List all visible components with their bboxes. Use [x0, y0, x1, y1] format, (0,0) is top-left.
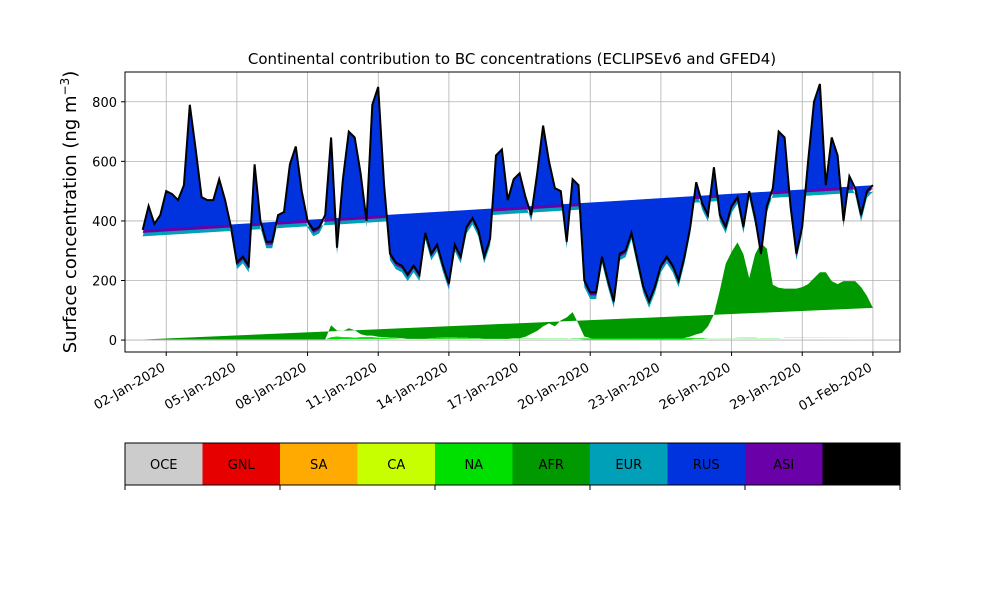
x-tick-label: 05-Jan-2020 [162, 360, 239, 413]
area-afr [142, 242, 873, 340]
stacked-areas [141, 83, 874, 340]
y-tick-label: 600 [92, 155, 117, 170]
y-tick-label: 800 [92, 96, 117, 111]
legend-swatch-oce [125, 443, 203, 485]
legend: OCE GNL SA CA NA AFR EUR RUS ASI AUS [124, 442, 901, 490]
x-tick-label: 11-Jan-2020 [304, 360, 381, 413]
x-tick-label: 01-Feb-2020 [796, 360, 875, 414]
x-axis-ticks: 02-Jan-202005-Jan-202008-Jan-202011-Jan-… [92, 352, 875, 414]
y-tick-label: 0 [109, 334, 117, 349]
legend-label-gnl: GNL [228, 458, 256, 473]
x-tick-label: 23-Jan-2020 [586, 360, 663, 413]
x-tick-label: 02-Jan-2020 [92, 360, 169, 413]
legend-label-na: NA [464, 458, 483, 473]
legend-label-asi: ASI [773, 458, 794, 473]
legend-label-afr: AFR [539, 458, 564, 473]
x-tick-label: 14-Jan-2020 [374, 360, 451, 413]
area-aus-line [141, 83, 874, 305]
x-tick-label: 17-Jan-2020 [445, 360, 522, 413]
legend-swatch-rus [667, 443, 745, 485]
x-tick-label: 20-Jan-2020 [516, 360, 593, 413]
x-tick-label: 29-Jan-2020 [728, 360, 805, 413]
legend-label-aus: AUS [848, 458, 875, 473]
plot-frame [124, 71, 901, 353]
legend-swatch-sa [280, 443, 358, 485]
legend-swatch-na [435, 443, 513, 485]
legend-label-rus: RUS [693, 458, 720, 473]
legend-swatch-gnl [202, 443, 280, 485]
legend-frame [124, 442, 901, 486]
legend-swatch-eur [590, 443, 668, 485]
legend-label-eur: EUR [615, 458, 642, 473]
legend-swatch-afr [512, 443, 590, 485]
chart-title: Continental contribution to BC concentra… [248, 50, 776, 68]
y-tick-label: 200 [92, 275, 117, 290]
legend-label-oce: OCE [150, 458, 178, 473]
area-rus [142, 83, 873, 302]
legend-label-ca: CA [387, 458, 405, 473]
x-tick-label: 08-Jan-2020 [233, 360, 310, 413]
y-axis-ticks: 0 200 400 600 800 [92, 96, 125, 349]
legend-label-sa: SA [310, 458, 327, 473]
area-na [142, 336, 873, 340]
x-tick-label: 26-Jan-2020 [657, 360, 734, 413]
legend-swatch-asi [745, 443, 823, 485]
legend-swatch-aus [822, 443, 900, 485]
legend-swatch-ca [357, 443, 435, 485]
y-axis-label: Surface concentration (ng m−3) [58, 71, 81, 354]
y-tick-label: 400 [92, 215, 117, 230]
